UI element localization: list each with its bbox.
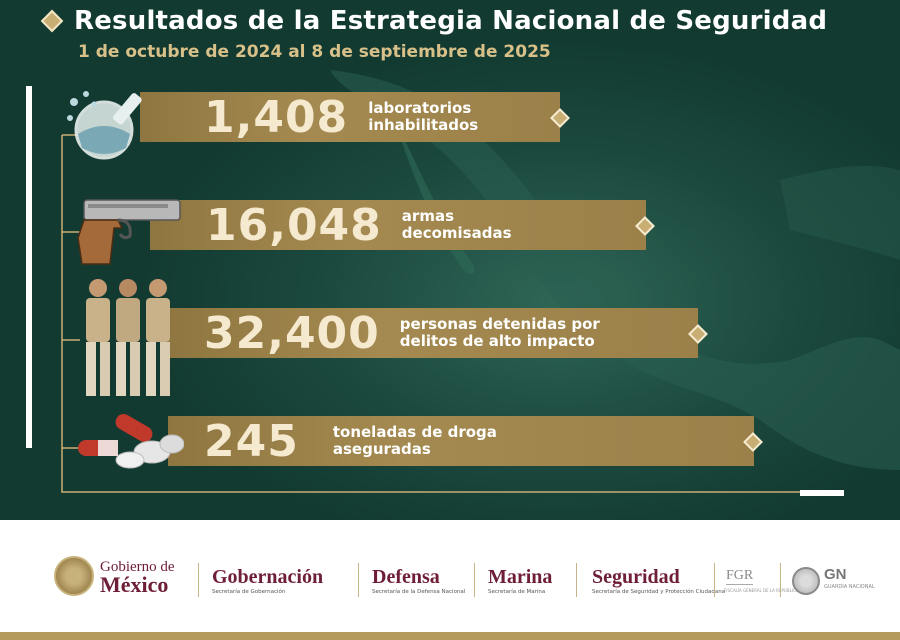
stat-band-weapons: 16,048 armas decomisadas [150, 199, 646, 251]
left-accent-bar [26, 86, 32, 448]
stat-band-detainees: 32,400 personas detenidas por delitos de… [168, 307, 698, 359]
gobierno-line2: México [100, 572, 169, 597]
stat-band-laboratories: 1,408 laboratorios inhabilitados [140, 91, 560, 143]
agency-subtitle: Secretaría de Marina [488, 589, 546, 595]
stat-label-line2: inhabilitados [368, 116, 479, 134]
agency-subtitle: Secretaría de Gobernación [212, 589, 286, 595]
agency-name: Seguridad [592, 566, 680, 588]
logo-marina: Marina Secretaría de Marina [488, 566, 552, 596]
guardia-nacional-seal-icon [792, 567, 820, 595]
connector-lines [61, 134, 800, 493]
footer-gold-stripe [0, 632, 900, 640]
stat-value: 1,408 [204, 91, 349, 143]
footer-logos [0, 520, 900, 640]
stat-label-line2: aseguradas [332, 440, 431, 458]
agency-name: Gobernación [212, 566, 324, 588]
agency-name: Marina [488, 566, 553, 588]
stat-label: laboratorios inhabilitados [368, 100, 478, 134]
agency-subtitle: Secretaría de la Defensa Nacional [372, 589, 466, 595]
stat-label-line1: toneladas de droga [332, 423, 497, 441]
pistol-icon [77, 199, 181, 265]
stat-value: 32,400 [204, 307, 380, 359]
footer-divider [714, 563, 715, 597]
logo-fgr: FGR [726, 568, 754, 585]
stat-label: personas detenidas por delitos de alto i… [400, 316, 600, 350]
footer-divider [576, 563, 577, 597]
stat-label: toneladas de droga aseguradas [333, 424, 497, 458]
stat-label-line1: laboratorios [368, 99, 472, 117]
gobierno-de-mexico-logo: Gobierno de México [54, 556, 175, 596]
lab-flask-icon [67, 91, 142, 160]
stat-label-line1: personas detenidas por [399, 315, 600, 333]
bottom-accent-bar [800, 490, 844, 496]
agency-subtitle: Secretaría de Seguridad y Protección Ciu… [592, 589, 726, 595]
infographic-panel: Resultados de la Estrategia Nacional de … [0, 0, 900, 520]
footer-divider [198, 563, 199, 597]
logo-gobernacion: Gobernación Secretaría de Gobernación [212, 566, 323, 596]
page-subtitle: 1 de octubre de 2024 al 8 de septiembre … [78, 42, 551, 62]
footer-divider [358, 563, 359, 597]
stat-value: 16,048 [206, 199, 382, 251]
stat-band-drugs: 245 toneladas de droga aseguradas [168, 415, 754, 467]
logo-gn: GN [824, 566, 847, 583]
stat-value: 245 [204, 415, 299, 467]
footer-divider [780, 563, 781, 597]
page-title: Resultados de la Estrategia Nacional de … [74, 6, 828, 36]
footer-divider [474, 563, 475, 597]
logo-defensa: Defensa Secretaría de la Defensa Naciona… [372, 566, 465, 596]
gn-subtitle: GUARDIA NACIONAL [824, 584, 875, 590]
gobierno-text: Gobierno de México [100, 558, 175, 597]
fgr-subtitle: FISCALÍA GENERAL DE LA REPÚBLICA [724, 588, 799, 593]
logo-seguridad: Seguridad Secretaría de Seguridad y Prot… [592, 566, 725, 596]
stat-label-line1: armas [401, 207, 454, 225]
gobierno-line1: Gobierno de [100, 559, 175, 575]
mexico-map-background [330, 70, 900, 470]
detainees-icon [86, 279, 170, 396]
stat-label: armas decomisadas [402, 208, 512, 242]
agency-name: Defensa [372, 566, 440, 588]
national-seal-icon [54, 556, 94, 596]
pills-icon [78, 414, 184, 469]
stat-label-line2: delitos de alto impacto [399, 332, 595, 350]
header: Resultados de la Estrategia Nacional de … [40, 6, 827, 36]
stat-label-line2: decomisadas [401, 224, 512, 242]
